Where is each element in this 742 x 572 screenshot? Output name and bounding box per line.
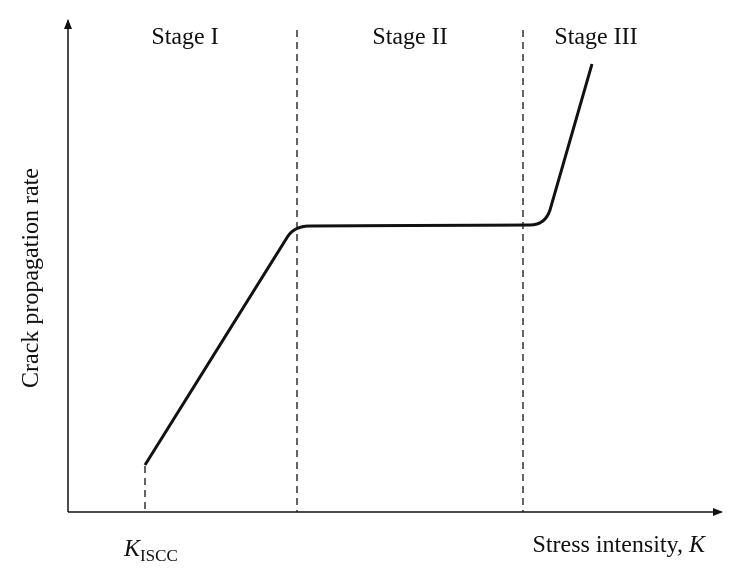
stage-label: Stage I bbox=[151, 24, 218, 50]
threshold-symbol: K bbox=[123, 536, 142, 562]
x-axis-variable: K bbox=[688, 532, 707, 558]
threshold-label: KISCC bbox=[123, 536, 178, 565]
stage-label: Stage III bbox=[554, 24, 637, 50]
y-axis-label: Crack propagation rate bbox=[18, 168, 44, 388]
x-axis-label: Stress intensity, K bbox=[533, 532, 707, 558]
threshold-subscript: ISCC bbox=[140, 546, 178, 565]
x-axis-label-text: Stress intensity, bbox=[533, 532, 683, 558]
stage-label: Stage II bbox=[372, 24, 447, 50]
crack-curve bbox=[143, 63, 594, 466]
